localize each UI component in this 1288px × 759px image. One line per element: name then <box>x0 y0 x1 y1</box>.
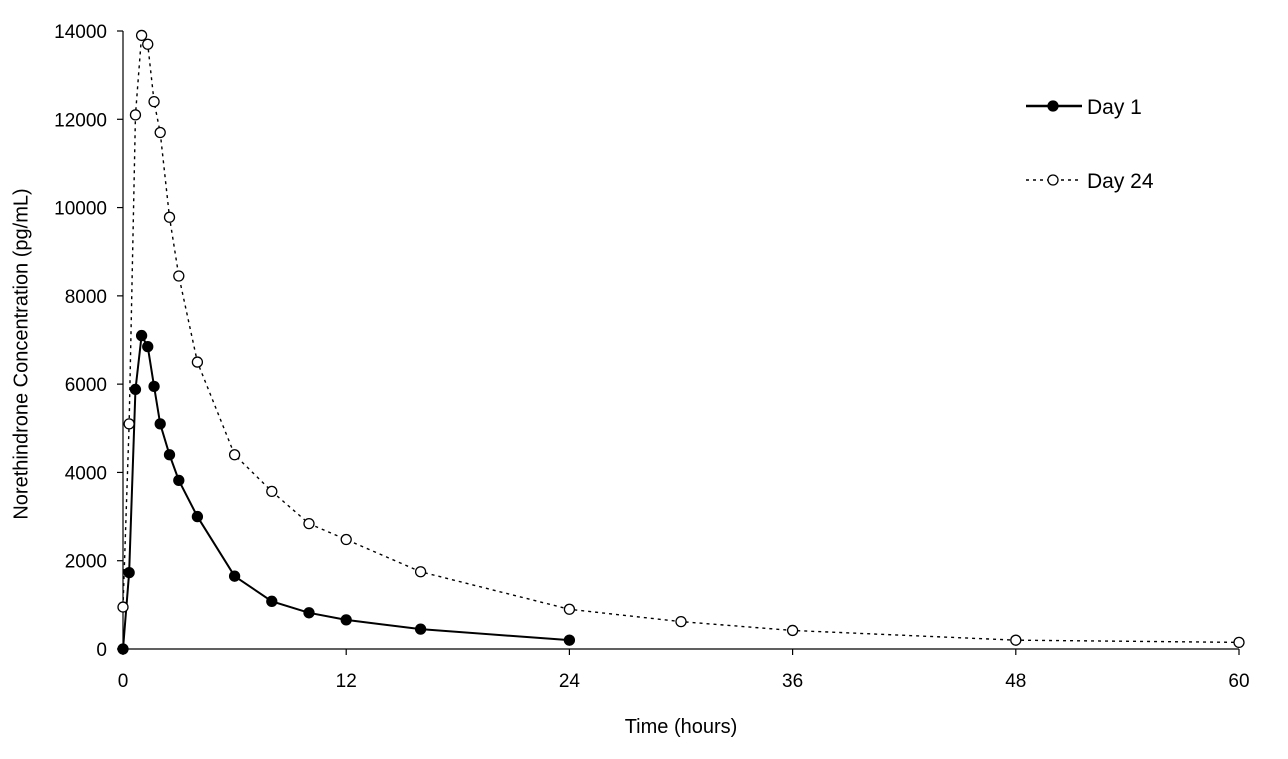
data-point-day-24 <box>1010 634 1022 646</box>
series-day-24 <box>117 29 1245 649</box>
y-tick-label: 4000 <box>65 463 107 484</box>
data-point-day-1 <box>154 418 166 430</box>
data-point-day-24 <box>135 29 148 42</box>
data-point-day-1 <box>303 607 315 619</box>
x-tick-label: 60 <box>1228 671 1249 692</box>
x-tick-label: 0 <box>118 671 129 692</box>
x-tick-label: 48 <box>1005 671 1026 692</box>
series-layer <box>117 29 1245 655</box>
data-point-day-1 <box>563 634 576 646</box>
data-point-day-24 <box>675 615 687 628</box>
data-point-day-24 <box>266 485 278 498</box>
y-tick-label: 12000 <box>54 110 107 131</box>
data-point-day-24 <box>154 126 166 139</box>
axes <box>122 31 1239 650</box>
x-tick-label: 24 <box>559 671 581 692</box>
data-point-day-24 <box>148 95 160 108</box>
data-point-day-1 <box>163 449 176 461</box>
data-point-day-24 <box>1233 636 1245 649</box>
y-tick-label: 6000 <box>65 375 107 396</box>
data-point-day-1 <box>228 570 241 582</box>
data-point-day-24 <box>340 533 352 546</box>
x-ticks: 0 12 24 36 48 60 <box>118 649 1250 692</box>
x-tick-label: 12 <box>336 671 357 692</box>
legend-item-day-1: Day 1 <box>1026 96 1142 119</box>
data-point-day-24 <box>117 601 129 613</box>
data-point-day-1 <box>123 566 135 579</box>
data-point-day-24 <box>142 38 154 50</box>
data-point-day-1 <box>414 623 427 635</box>
y-tick-label: 10000 <box>54 199 107 220</box>
data-point-day-24 <box>163 211 176 223</box>
legend-item-day-24: Day 24 <box>1026 170 1154 193</box>
data-point-day-24 <box>303 517 315 530</box>
legend: Day 1 Day 24 <box>1026 96 1154 193</box>
data-point-day-1 <box>148 380 160 393</box>
data-point-day-1 <box>117 643 129 655</box>
y-tick-label: 14000 <box>54 22 107 43</box>
series-day-1 <box>117 329 576 655</box>
data-point-day-24 <box>123 418 135 430</box>
data-point-day-1 <box>142 340 154 353</box>
data-point-day-1 <box>129 383 142 396</box>
series-line-day-1 <box>122 332 570 650</box>
data-point-day-24 <box>786 624 799 637</box>
data-point-day-1 <box>266 595 278 607</box>
legend-label-day-1: Day 1 <box>1087 96 1142 119</box>
y-tick-label: 0 <box>96 640 107 661</box>
data-point-day-1 <box>173 474 185 487</box>
x-axis-title: Time (hours) <box>625 716 738 738</box>
x-tick-label: 36 <box>782 671 803 692</box>
y-tick-label: 2000 <box>65 552 107 573</box>
data-point-day-24 <box>173 270 185 282</box>
y-ticks: 0 2000 4000 6000 8000 10000 12000 14000 <box>54 22 123 661</box>
data-point-day-24 <box>129 109 142 121</box>
y-tick-label: 8000 <box>65 287 107 308</box>
legend-label-day-24: Day 24 <box>1087 170 1154 193</box>
series-line-day-24 <box>122 33 1240 644</box>
data-point-day-24 <box>191 356 204 368</box>
data-point-day-1 <box>135 329 148 342</box>
data-point-day-24 <box>228 449 241 461</box>
data-point-day-24 <box>414 566 427 578</box>
legend-marker-day-24 <box>1047 174 1059 186</box>
y-axis-title: Norethindrone Concentration (pg/mL) <box>10 188 32 519</box>
data-point-day-1 <box>340 614 352 626</box>
data-point-day-1 <box>191 510 204 523</box>
data-point-day-24 <box>563 603 576 615</box>
legend-marker-day-1 <box>1047 100 1059 112</box>
